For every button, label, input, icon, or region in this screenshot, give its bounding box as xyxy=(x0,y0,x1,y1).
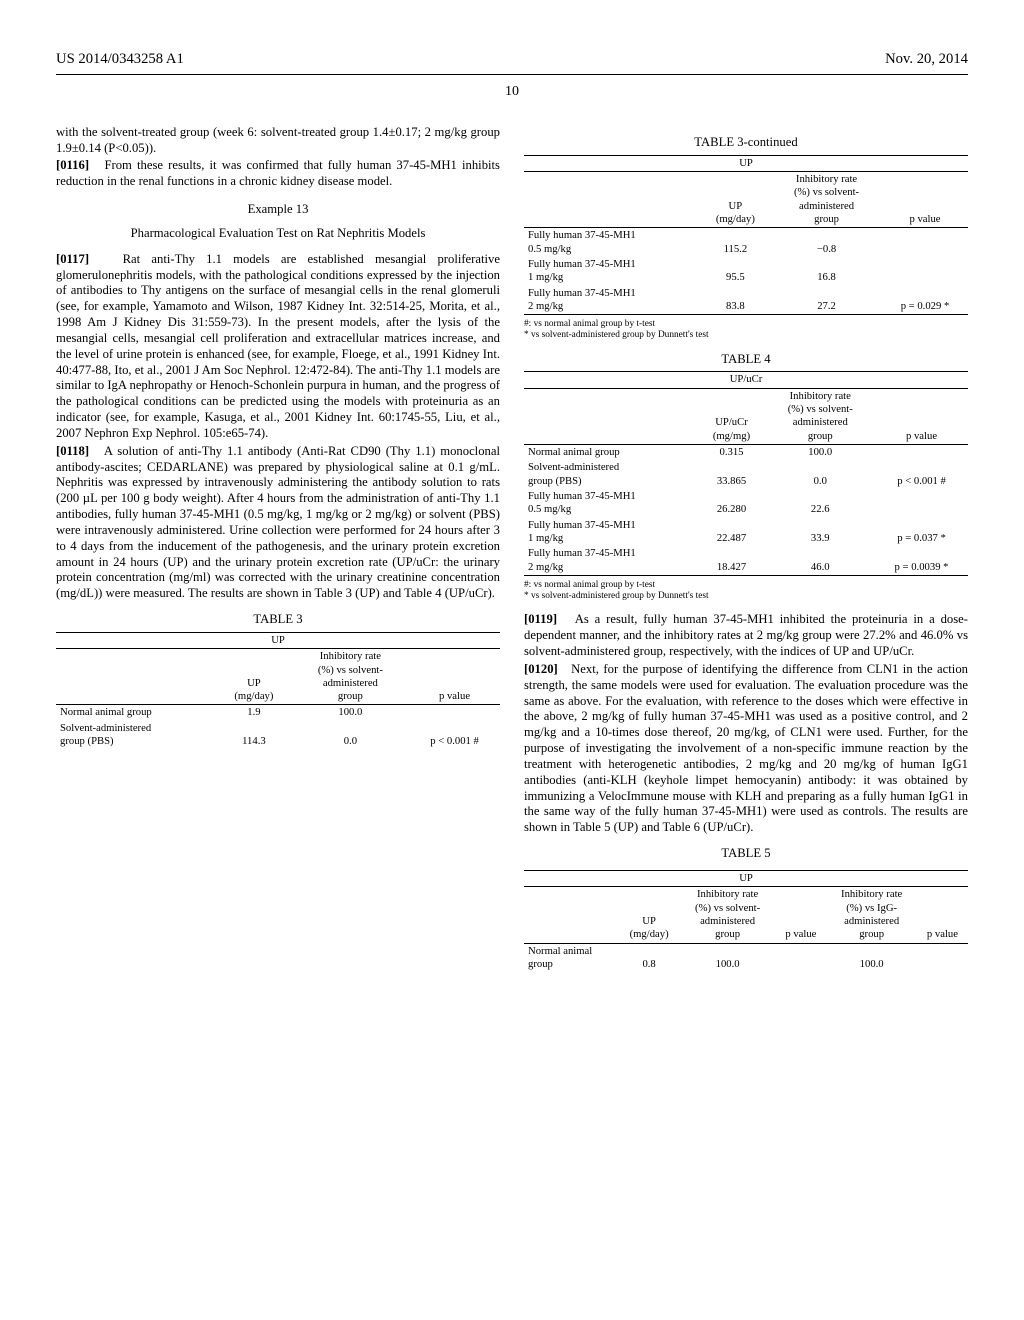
para-num-0118: [0118] xyxy=(56,444,89,458)
table3-continued: UP UP(mg/day) Inhibitory rate(%) vs solv… xyxy=(524,155,968,316)
paragraph-0116: [0116] From these results, it was confir… xyxy=(56,158,500,190)
table5-caption: UP xyxy=(524,870,968,886)
para-text-0120: Next, for the purpose of identifying the… xyxy=(524,662,968,834)
paragraph-0120: [0120] Next, for the purpose of identify… xyxy=(524,662,968,836)
table4: UP/uCr UP/uCr(mg/mg) Inhibitory rate(%) … xyxy=(524,371,968,576)
table5: UP UP(mg/day) Inhibitory rate(%) vs solv… xyxy=(524,870,968,972)
table3-caption: UP xyxy=(56,632,500,648)
table4-title: TABLE 4 xyxy=(524,352,968,368)
para-text-0119: As a result, fully human 37-45-MH1 inhib… xyxy=(524,612,968,658)
table-row: Normal animal group xyxy=(56,705,216,721)
table-row: Fully human 37-45-MH12 mg/kg xyxy=(524,546,698,575)
paragraph-0117: [0117] Rat anti-Thy 1.1 models are estab… xyxy=(56,252,500,442)
table-row: Solvent-administeredgroup (PBS) xyxy=(524,460,698,489)
table3cont-title: TABLE 3-continued xyxy=(524,135,968,151)
table-row: Normal animalgroup xyxy=(524,943,618,972)
table3-h1 xyxy=(56,649,216,705)
two-column-body: with the solvent-treated group (week 6: … xyxy=(56,125,968,976)
lead-in-text: with the solvent-treated group (week 6: … xyxy=(56,125,500,157)
example-13-label: Example 13 xyxy=(56,202,500,218)
table4-caption: UP/uCr xyxy=(524,372,968,388)
table3-h2: UP(mg/day) xyxy=(216,649,292,705)
left-column: with the solvent-treated group (week 6: … xyxy=(56,125,500,976)
table5-title: TABLE 5 xyxy=(524,846,968,862)
table3-h4: p value xyxy=(409,649,500,705)
para-num-0117: [0117] xyxy=(56,252,89,266)
para-num-0116: [0116] xyxy=(56,158,89,172)
para-num-0120: [0120] xyxy=(524,662,558,676)
table3: UP UP(mg/day) Inhibitory rate(%) vs solv… xyxy=(56,632,500,750)
table-row: Fully human 37-45-MH10.5 mg/kg xyxy=(524,228,700,257)
para-text-0118: A solution of anti-Thy 1.1 antibody (Ant… xyxy=(56,444,500,600)
table3cont-caption: UP xyxy=(524,155,968,171)
table-row: Solvent-administeredgroup (PBS) xyxy=(56,721,216,750)
table-row: Fully human 37-45-MH11 mg/kg xyxy=(524,257,700,286)
table5-wrap: UP UP(mg/day) Inhibitory rate(%) vs solv… xyxy=(524,870,968,972)
right-column: TABLE 3-continued UP UP(mg/day) Inhibito… xyxy=(524,125,968,976)
page-number: 10 xyxy=(56,83,968,101)
table-row: Fully human 37-45-MH11 mg/kg xyxy=(524,518,698,547)
para-text-0116: From these results, it was confirmed tha… xyxy=(56,158,500,188)
table3-h3: Inhibitory rate(%) vs solvent-administer… xyxy=(292,649,409,705)
paragraph-0119: [0119] As a result, fully human 37-45-MH… xyxy=(524,612,968,659)
page-header: US 2014/0343258 A1 Nov. 20, 2014 xyxy=(56,50,968,68)
para-text-0117: Rat anti-Thy 1.1 models are established … xyxy=(56,252,500,440)
pub-date: Nov. 20, 2014 xyxy=(885,50,968,68)
example-13-title: Pharmacological Evaluation Test on Rat N… xyxy=(56,226,500,242)
header-rule xyxy=(56,74,968,75)
para-num-0119: [0119] xyxy=(524,612,557,626)
table-row: Normal animal group xyxy=(524,445,698,461)
table4-footnotes: #: vs normal animal group by t-test * vs… xyxy=(524,580,968,602)
table-row: Fully human 37-45-MH12 mg/kg xyxy=(524,286,700,315)
table3cont-footnotes: #: vs normal animal group by t-test * vs… xyxy=(524,319,968,341)
paragraph-0118: [0118] A solution of anti-Thy 1.1 antibo… xyxy=(56,444,500,602)
pub-number: US 2014/0343258 A1 xyxy=(56,50,184,68)
table-row: Fully human 37-45-MH10.5 mg/kg xyxy=(524,489,698,518)
table3-title: TABLE 3 xyxy=(56,612,500,628)
